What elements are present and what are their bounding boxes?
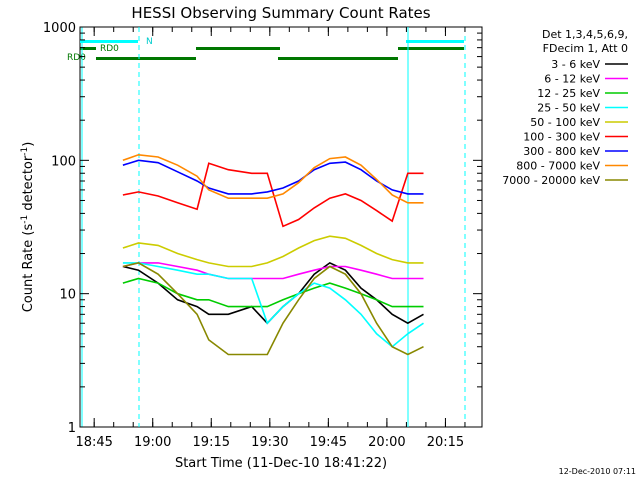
- observing-flags: N RD0 RD0: [67, 27, 466, 427]
- series-line: [122, 159, 424, 195]
- series-layer: [122, 153, 424, 356]
- x-axis-label: Start Time (11-Dec-10 18:41:22): [175, 456, 387, 471]
- x-tick-label: 19:15: [193, 435, 230, 450]
- series-line: [122, 162, 424, 228]
- rd0-flag-bar: [96, 57, 196, 60]
- y-tick-label: 1: [68, 421, 76, 436]
- y-axis-label: Count Rate (s-1 detector-1): [20, 142, 36, 313]
- x-tick-label: 19:00: [134, 435, 171, 450]
- cyan-flag-bar: [406, 40, 464, 43]
- legend-label: 12 - 25 keV: [537, 87, 600, 100]
- y-axis-label-end: ): [21, 142, 36, 147]
- legend-label: 25 - 50 keV: [537, 102, 600, 115]
- chart-title: HESSI Observing Summary Count Rates: [131, 4, 430, 22]
- cyan-flag-bar: [80, 40, 138, 43]
- rd0-flag-bar: [278, 57, 398, 60]
- legend-label: 800 - 7000 keV: [516, 160, 600, 173]
- axes-layer: 1 10 100 1000 18:45 19:00 19:15 19:30 19:45 20:00…: [43, 21, 482, 450]
- flag-label-rd0: RD0: [67, 53, 86, 63]
- legend-label: 100 - 300 keV: [523, 131, 600, 144]
- legend-header: FDecim 1, Att 0: [543, 42, 628, 55]
- y-axis-label-sup: -1: [20, 215, 30, 224]
- legend-label: 3 - 6 keV: [551, 58, 600, 71]
- y-tick-label: 100: [51, 154, 76, 169]
- series-line: [122, 262, 424, 348]
- y-tick-label: 1000: [43, 21, 76, 36]
- flag-label-rd0: RD0: [100, 44, 119, 54]
- y-tick-label: 10: [59, 288, 76, 303]
- legend-label: 300 - 800 keV: [523, 145, 600, 158]
- rd0-flag-bar: [196, 47, 280, 50]
- x-tick-label: 18:45: [75, 435, 112, 450]
- series-line: [122, 261, 424, 325]
- legend-header: Det 1,3,4,5,6,9,: [542, 28, 628, 41]
- x-tick-label: 20:00: [368, 435, 405, 450]
- rd0-flag-bar: [398, 47, 464, 50]
- y-axis-label-main: Count Rate (s: [21, 224, 36, 313]
- y-axis-label-sup: -1: [20, 147, 30, 156]
- plot-frame: [79, 26, 483, 428]
- legend: Det 1,3,4,5,6,9, FDecim 1, Att 0 3 - 6 k…: [502, 28, 628, 187]
- legend-label: 6 - 12 keV: [544, 73, 600, 86]
- series-line: [122, 153, 424, 204]
- x-tick-label: 19:30: [251, 435, 288, 450]
- x-tick-label: 20:15: [427, 435, 464, 450]
- x-tick-label: 19:45: [310, 435, 347, 450]
- rd0-flag-bar: [80, 47, 96, 50]
- legend-label: 7000 - 20000 keV: [502, 174, 600, 187]
- legend-label: 50 - 100 keV: [530, 116, 600, 129]
- timestamp: 12-Dec-2010 07:11: [559, 467, 636, 476]
- series-line: [122, 235, 424, 268]
- series-line: [122, 262, 424, 280]
- flag-label-n: N: [146, 37, 153, 47]
- y-axis-label-mid: detector: [21, 155, 36, 215]
- series-line: [122, 262, 424, 356]
